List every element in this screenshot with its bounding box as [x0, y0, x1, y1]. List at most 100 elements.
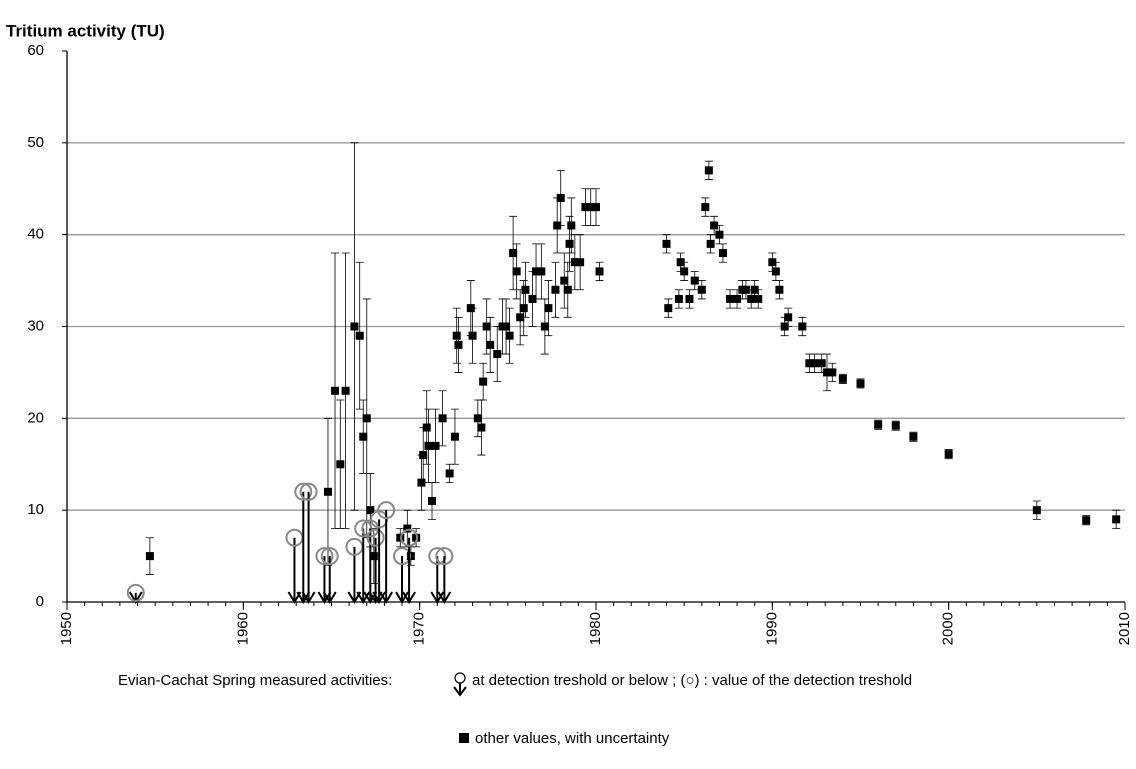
data-point	[1082, 516, 1091, 525]
data-point	[516, 313, 525, 322]
data-point	[817, 359, 826, 368]
data-point	[556, 193, 565, 202]
data-point	[454, 340, 463, 349]
data-point	[431, 441, 440, 450]
data-point	[438, 414, 447, 423]
data-point	[1032, 506, 1041, 515]
data-point	[838, 374, 847, 383]
threshold-arrow	[301, 491, 316, 604]
data-point	[422, 423, 431, 432]
data-point	[754, 294, 763, 303]
data-point	[428, 496, 437, 505]
data-point	[502, 322, 511, 331]
data-point	[690, 276, 699, 285]
data-point	[424, 441, 433, 450]
data-point	[822, 368, 831, 377]
data-point	[560, 276, 569, 285]
threshold-point	[400, 528, 419, 547]
data-point	[468, 331, 477, 340]
data-point	[336, 460, 345, 469]
threshold-point	[320, 547, 339, 566]
data-point	[505, 331, 514, 340]
data-point	[805, 359, 814, 368]
data-point	[479, 377, 488, 386]
data-point	[576, 258, 585, 267]
data-point	[726, 294, 735, 303]
threshold-point	[435, 547, 454, 566]
threshold-arrow	[287, 537, 302, 604]
x-tick-label: 2010	[1116, 612, 1133, 645]
threshold-point	[299, 482, 318, 501]
threshold-point	[366, 528, 385, 547]
data-point	[366, 506, 375, 515]
data-point	[445, 469, 454, 478]
y-tick-label: 50	[27, 134, 44, 151]
data-point	[486, 340, 495, 349]
y-tick-label: 0	[36, 593, 44, 610]
data-point	[482, 322, 491, 331]
x-tick-label: 1980	[587, 612, 604, 645]
data-point	[775, 285, 784, 294]
data-point	[493, 350, 502, 359]
data-point	[856, 379, 865, 388]
y-tick-label: 30	[27, 317, 44, 334]
y-tick-label: 10	[27, 501, 44, 518]
data-point	[403, 524, 412, 533]
data-point	[355, 331, 364, 340]
legend-marker	[459, 733, 469, 743]
data-point	[145, 552, 154, 561]
threshold-point	[315, 547, 334, 566]
data-point	[540, 322, 549, 331]
data-point	[586, 203, 595, 212]
x-tick-label: 1970	[411, 612, 428, 645]
data-point	[680, 267, 689, 276]
threshold-point	[294, 482, 313, 501]
x-tick-label: 1950	[58, 612, 75, 645]
data-point	[697, 285, 706, 294]
data-point	[891, 421, 900, 430]
data-point	[362, 414, 371, 423]
threshold-point	[377, 501, 396, 520]
data-point	[741, 285, 750, 294]
data-point	[350, 322, 359, 331]
data-point	[798, 322, 807, 331]
y-tick-label: 60	[27, 42, 44, 59]
data-point	[551, 285, 560, 294]
data-point	[369, 552, 378, 561]
data-point	[810, 359, 819, 368]
data-point	[521, 285, 530, 294]
data-point	[570, 258, 579, 267]
data-point	[581, 203, 590, 212]
legend-label: at detection treshold or below ; (○) : v…	[472, 672, 912, 689]
data-point	[1112, 515, 1121, 524]
data-point	[565, 239, 574, 248]
data-point	[563, 285, 572, 294]
data-point	[473, 414, 482, 423]
legend-title: Evian-Cachat Spring measured activities:	[118, 672, 392, 689]
data-point	[909, 432, 918, 441]
data-point	[715, 230, 724, 239]
data-point	[704, 166, 713, 175]
legend-label: other values, with uncertainty	[475, 730, 670, 747]
data-point	[331, 386, 340, 395]
data-point	[664, 304, 673, 313]
data-point	[874, 420, 883, 429]
data-point	[592, 203, 600, 212]
data-point	[828, 368, 837, 377]
data-point	[595, 267, 604, 276]
data-point	[477, 423, 486, 432]
data-point	[567, 221, 576, 230]
data-point	[701, 203, 710, 212]
data-point	[771, 267, 780, 276]
threshold-point	[126, 583, 145, 602]
data-point	[532, 267, 541, 276]
x-tick-label: 1960	[234, 612, 251, 645]
data-point	[512, 267, 521, 276]
data-point	[537, 267, 546, 276]
threshold-arrow	[296, 491, 311, 604]
data-point	[519, 304, 528, 313]
y-tick-label: 40	[27, 226, 44, 243]
data-point	[718, 249, 727, 258]
threshold-arrow	[402, 537, 416, 604]
data-point	[944, 450, 953, 459]
